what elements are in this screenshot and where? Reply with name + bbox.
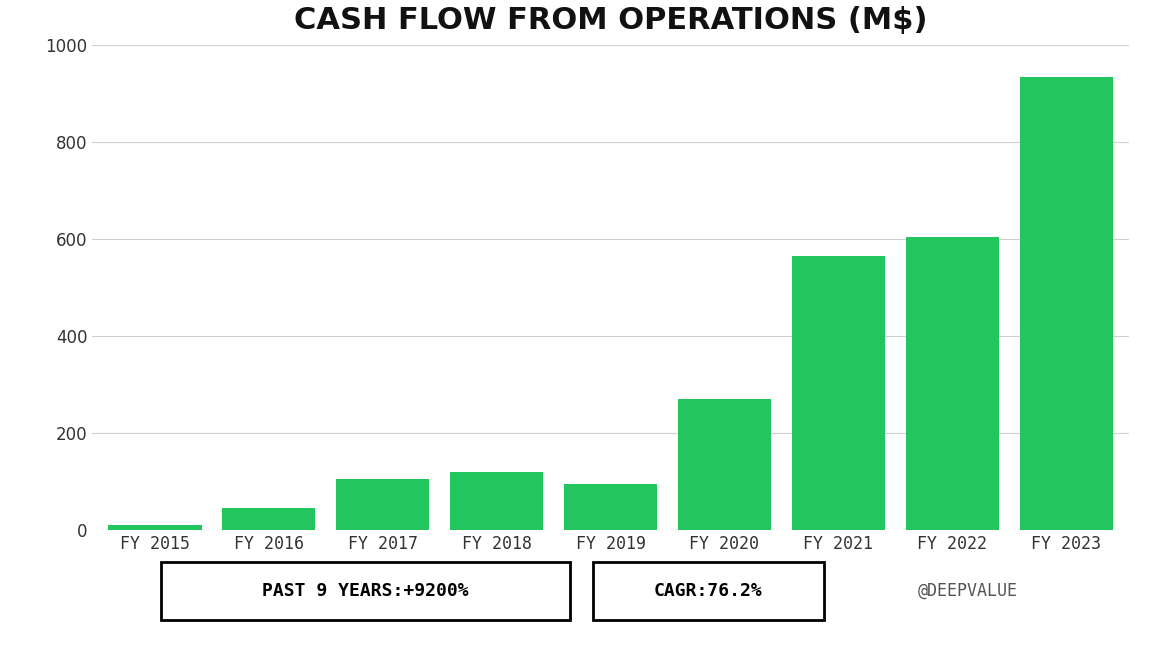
Bar [677, 399, 771, 530]
Bar [791, 256, 885, 530]
Title: CASH FLOW FROM OPERATIONS (M$): CASH FLOW FROM OPERATIONS (M$) [294, 6, 927, 34]
Bar [222, 508, 316, 530]
Bar [450, 472, 544, 530]
Bar [905, 236, 999, 530]
Text: @DEEPVALUE: @DEEPVALUE [918, 582, 1017, 600]
Bar [1020, 77, 1113, 530]
Text: CAGR:76.2%: CAGR:76.2% [654, 582, 763, 600]
Bar [108, 525, 202, 530]
Bar [336, 479, 430, 530]
Text: PAST 9 YEARS:+9200%: PAST 9 YEARS:+9200% [263, 582, 469, 600]
Bar [563, 484, 658, 530]
